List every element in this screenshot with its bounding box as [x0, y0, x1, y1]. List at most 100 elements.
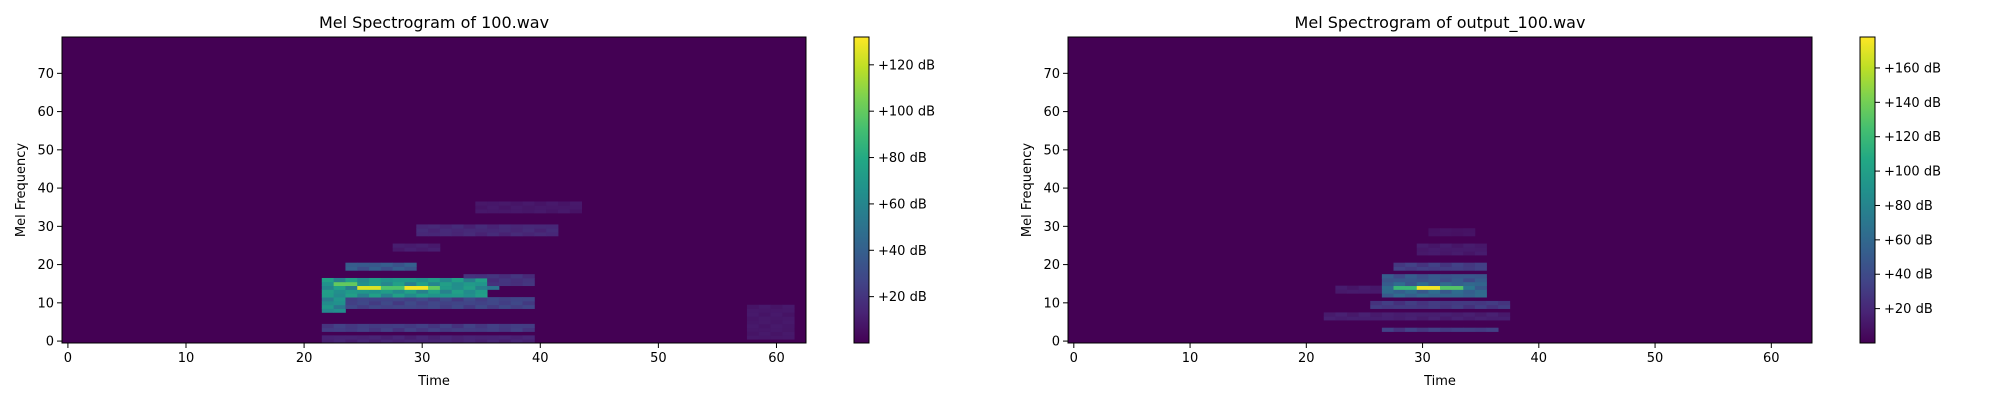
heatmap-cell [369, 300, 382, 306]
heatmap-cell [758, 327, 771, 332]
heatmap-cell [475, 228, 488, 233]
x-tick-label: 50 [1647, 351, 1664, 366]
heatmap-cell [758, 312, 771, 317]
heatmap-cell [451, 327, 464, 332]
heatmap-cell [392, 304, 405, 309]
heatmap-cell [392, 327, 405, 332]
x-tick-label: 20 [296, 351, 313, 366]
heatmap-cell [475, 209, 488, 214]
heatmap-cell [1474, 312, 1487, 317]
heatmap-cell [416, 300, 429, 306]
heatmap-cell [1463, 293, 1476, 298]
heatmap-cell [510, 277, 523, 283]
heatmap-cell [1451, 281, 1464, 287]
heatmap-cell [416, 232, 429, 237]
heatmap-cell [1451, 304, 1464, 309]
heatmap-cell [1381, 293, 1394, 298]
heatmap-cell [369, 327, 382, 332]
heatmap-cell [746, 308, 760, 313]
heatmap-cell [416, 339, 429, 344]
heatmap-cell [1358, 316, 1371, 321]
heatmap-cell [487, 201, 500, 206]
heatmap-cell [1347, 289, 1360, 294]
heatmap-cell [428, 285, 441, 290]
heatmap-cell [498, 277, 512, 283]
heatmap-cell [1381, 327, 1394, 332]
heatmap-cell [463, 304, 476, 309]
heatmap-cell [380, 304, 394, 309]
heatmap-cell [1405, 327, 1418, 332]
heatmap-cell [498, 304, 512, 309]
heatmap-cell [770, 312, 783, 317]
heatmap-cell [475, 201, 488, 206]
heatmap-cell [1428, 232, 1441, 237]
heatmap-cell [439, 285, 453, 290]
heatmap-cell [1358, 285, 1371, 290]
heatmap-cell [475, 281, 488, 287]
chart-title: Mel Spectrogram of output_100.wav [1295, 13, 1586, 33]
heatmap-cell [1451, 289, 1464, 294]
heatmap-cell [782, 327, 795, 332]
heatmap-area [1068, 37, 1812, 343]
heatmap-cell [1463, 228, 1476, 233]
heatmap-cell [746, 316, 760, 321]
heatmap-cell [770, 323, 783, 329]
colorbar-tick-label: +120 dB [878, 58, 935, 73]
heatmap-cell [522, 297, 535, 302]
heatmap-cell [357, 262, 370, 267]
y-axis: 0 10 20 30 40 50 60 70 [37, 67, 62, 350]
x-tick-label: 40 [532, 351, 549, 366]
heatmap-cell [1428, 327, 1441, 332]
heatmap-cell [380, 327, 394, 332]
heatmap-cell [546, 232, 559, 237]
heatmap-cell [1381, 285, 1394, 290]
heatmap-cell [416, 304, 429, 309]
heatmap-cell [451, 323, 464, 329]
y-tick-label: 20 [37, 258, 54, 273]
heatmap-cell [1474, 304, 1487, 309]
colorbar-tick-label: +40 dB [1884, 268, 1933, 283]
heatmap-cell [333, 304, 346, 309]
heatmap-cell [428, 243, 441, 248]
heatmap-cell [428, 232, 441, 237]
heatmap-cell [392, 339, 405, 344]
y-tick-label: 50 [1043, 143, 1060, 158]
heatmap-cell [1463, 312, 1476, 317]
heatmap-cell [1486, 300, 1499, 306]
heatmap-cell [345, 281, 358, 287]
heatmap-cell [1463, 327, 1476, 332]
heatmap-cell [321, 285, 335, 290]
heatmap-cell [321, 327, 335, 332]
heatmap-cell [1451, 251, 1464, 256]
heatmap-cell [1463, 281, 1476, 287]
heatmap-cell [1428, 316, 1441, 321]
heatmap-cell [782, 312, 795, 317]
heatmap-cell [463, 277, 476, 283]
heatmap-cell [416, 327, 429, 332]
heatmap-cell [1451, 262, 1464, 267]
heatmap-cell [1370, 289, 1383, 294]
heatmap-cell [451, 300, 464, 306]
heatmap-cell [534, 201, 547, 206]
heatmap-cell [1451, 327, 1464, 332]
heatmap-cell [1405, 300, 1418, 306]
heatmap-cell [1440, 285, 1453, 290]
heatmap-cell [1463, 300, 1476, 306]
heatmap-cell [345, 293, 358, 298]
heatmap-cell [1416, 293, 1429, 298]
heatmap-cell [333, 297, 346, 302]
heatmap-cell [439, 277, 453, 283]
heatmap-cell [522, 274, 535, 279]
x-tick-label: 0 [64, 351, 72, 366]
heatmap-cell [369, 297, 382, 302]
heatmap-cell [1428, 274, 1441, 279]
colorbar-tick-label: +60 dB [878, 197, 927, 212]
heatmap-cell [770, 327, 783, 332]
heatmap-cell [569, 201, 583, 206]
y-axis: 0 10 20 30 40 50 60 70 [1043, 67, 1068, 350]
heatmap-cell [746, 312, 760, 317]
heatmap-cell [428, 247, 441, 252]
heatmap-cell [487, 277, 500, 283]
heatmap-cell [428, 297, 441, 302]
heatmap-cell [404, 323, 417, 329]
